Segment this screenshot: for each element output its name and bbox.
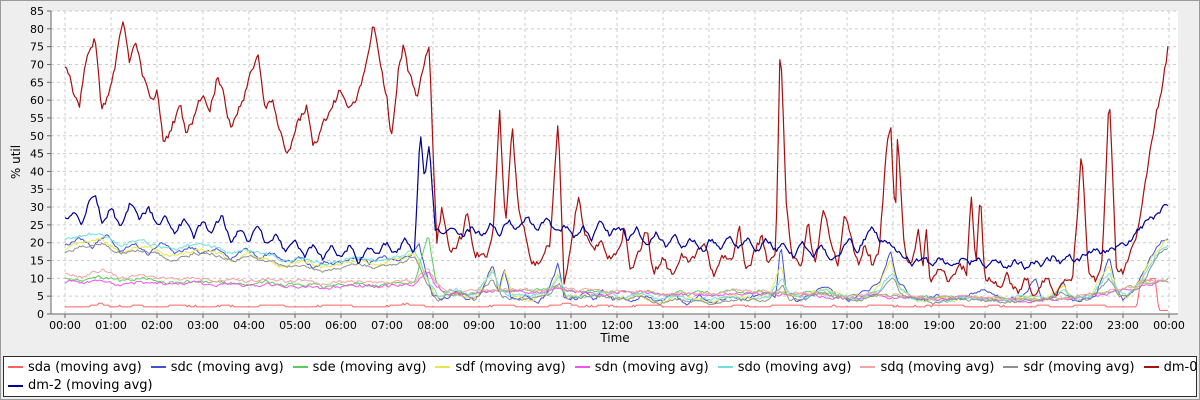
- y-tick-label: 25: [30, 219, 44, 232]
- x-tick-label: 06:00: [325, 319, 357, 332]
- x-tick-label: 10:00: [509, 319, 541, 332]
- legend-row-1: sda (moving avg) sdc (moving avg) sde (mov…: [8, 359, 1199, 375]
- y-tick-label: 35: [30, 183, 44, 196]
- legend-item-sdc: sdc (moving avg): [150, 359, 284, 375]
- legend-row-2: dm-2 (moving avg): [8, 378, 1192, 393]
- x-tick-label: 08:00: [417, 319, 449, 332]
- legend-swatch-sdn: [574, 366, 590, 369]
- y-tick-label: 60: [30, 94, 44, 107]
- y-tick-label: 55: [30, 112, 44, 125]
- legend-swatch-sda: [8, 366, 23, 369]
- x-tick-label: 04:00: [233, 319, 265, 332]
- legend-label-sde: sde (moving avg): [312, 359, 427, 375]
- legend-label-sdo: sdo (moving avg): [737, 359, 852, 375]
- x-tick-label: 11:00: [555, 319, 587, 332]
- legend-item-sdq: sdq (moving avg): [860, 360, 994, 375]
- legend-swatch-dm-2: [8, 384, 23, 387]
- y-tick-label: 0: [37, 308, 44, 321]
- legend-item-dm-0: dm-0 (moving avg): [1143, 359, 1199, 375]
- legend-swatch-dm-0: [1143, 366, 1159, 369]
- legend-label-sdq: sdq (moving avg): [880, 359, 995, 375]
- x-tick-label: 15:00: [739, 319, 771, 332]
- x-tick-label: 05:00: [279, 319, 311, 332]
- legend: sda (moving avg) sdc (moving avg) sde (mov…: [3, 356, 1199, 397]
- y-tick-label: 80: [30, 23, 44, 36]
- y-tick-label: 70: [30, 58, 44, 71]
- plot-background: [51, 11, 1178, 314]
- x-tick-label: 18:00: [877, 319, 909, 332]
- legend-swatch-sdf: [435, 366, 451, 369]
- x-tick-label: 02:00: [141, 319, 173, 332]
- legend-label-dm-0: dm-0 (moving avg): [1163, 359, 1199, 375]
- plot-svg: 0 5 10 15 20 25 30 35 40 45 50 55 60 65 70 75 80 85 00:00 0…: [30, 5, 1185, 332]
- legend-item-sdr: sdr (moving avg): [1003, 359, 1135, 375]
- y-tick-label: 15: [30, 255, 44, 268]
- y-axis-title: % util: [9, 144, 23, 180]
- x-tick-label: 20:00: [969, 319, 1001, 332]
- x-tick-label: 12:00: [601, 319, 633, 332]
- y-tick-label: 45: [30, 148, 44, 161]
- legend-label-sdf: sdf (moving avg): [455, 359, 566, 375]
- y-tick-label: 75: [30, 41, 44, 54]
- y-tick-label: 10: [30, 272, 44, 285]
- series-line-dm-0: [64, 21, 1169, 296]
- y-tick-label: 5: [37, 290, 44, 303]
- legend-item-sdo: sdo (moving avg): [717, 359, 852, 375]
- y-tick-label: 30: [30, 201, 44, 214]
- y-tick-label: 65: [30, 76, 44, 89]
- series-line-sda: [65, 277, 1168, 311]
- legend-swatch-sdr: [1003, 366, 1019, 369]
- y-tick-label: 20: [30, 237, 44, 250]
- legend-item-sdf: sdf (moving avg): [435, 359, 566, 375]
- x-tick-label: 17:00: [831, 319, 863, 332]
- series-line-dm-2: [64, 136, 1169, 270]
- x-tick-label: 13:00: [647, 319, 679, 332]
- y-tick-label: 40: [30, 165, 44, 178]
- legend-swatch-sdq: [860, 366, 876, 369]
- series-line-sdr: [64, 242, 1169, 306]
- x-tick-label: 14:00: [693, 319, 725, 332]
- x-tick-label: 00:00: [49, 319, 81, 332]
- x-tick-label: 23:00: [1107, 319, 1139, 332]
- legend-swatch-sdc: [150, 366, 166, 369]
- legend-label-sdc: sdc (moving avg): [170, 359, 284, 375]
- legend-label-dm-2: dm-2 (moving avg): [28, 378, 153, 394]
- x-tick-label: 09:00: [463, 319, 495, 332]
- legend-item-sde: sde (moving avg): [292, 359, 427, 375]
- x-tick-label: 03:00: [187, 319, 219, 332]
- series-line-sdo: [64, 232, 1169, 304]
- legend-swatch-sde: [292, 366, 308, 369]
- x-tick-label: 01:00: [95, 319, 127, 332]
- x-axis-title: Time: [600, 331, 630, 345]
- legend-item-sda: sda (moving avg): [8, 360, 142, 375]
- legend-label-sdr: sdr (moving avg): [1023, 359, 1135, 375]
- y-tick-label: 50: [30, 130, 44, 143]
- legend-label-sdn: sdn (moving avg): [594, 359, 709, 375]
- x-tick-label: 07:00: [371, 319, 403, 332]
- legend-label-sda: sda (moving avg): [28, 359, 142, 375]
- legend-swatch-sdo: [717, 366, 733, 369]
- x-tick-label: 21:00: [1015, 319, 1047, 332]
- x-tick-label: 16:00: [785, 319, 817, 332]
- y-tick-label: 85: [30, 5, 44, 18]
- legend-item-dm-2: dm-2 (moving avg): [8, 378, 153, 393]
- x-tick-label: 19:00: [923, 319, 955, 332]
- legend-item-sdn: sdn (moving avg): [574, 359, 709, 375]
- series-line-sdq: [64, 268, 1169, 301]
- x-tick-label: 22:00: [1061, 319, 1093, 332]
- x-tick-label: 00:00: [1153, 319, 1185, 332]
